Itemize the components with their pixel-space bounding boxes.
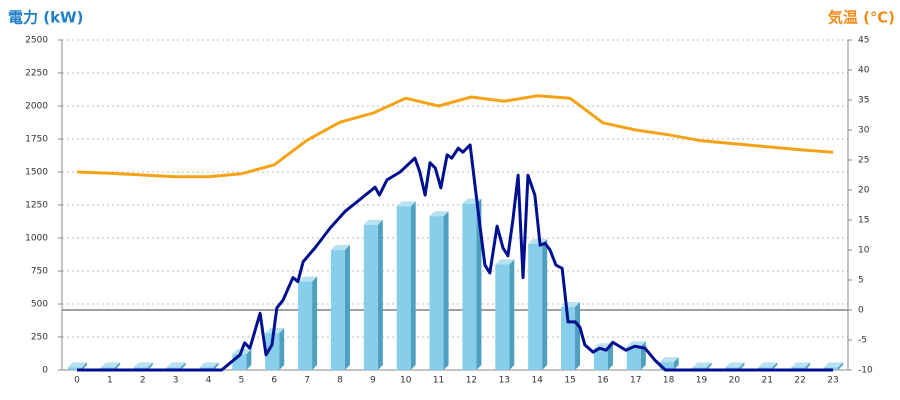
y-tick-label: 1500 xyxy=(25,168,48,178)
bar xyxy=(659,357,679,370)
y-tick-label: 500 xyxy=(31,300,48,310)
bar xyxy=(495,259,515,370)
x-tick-label: 8 xyxy=(337,376,343,386)
y-tick-label: 1250 xyxy=(25,201,48,211)
x-tick-label: 19 xyxy=(696,376,708,386)
x-tick-label: 10 xyxy=(400,376,412,386)
y2-tick-label: 35 xyxy=(858,96,869,106)
x-tick-label: 4 xyxy=(206,376,212,386)
y2-tick-label: 40 xyxy=(858,66,870,76)
y2-tick-label: 5 xyxy=(858,276,864,286)
x-tick-label: 6 xyxy=(271,376,277,386)
bar xyxy=(396,201,416,370)
y2-tick-label: -10 xyxy=(858,366,873,376)
x-tick-label: 3 xyxy=(173,376,179,386)
bar xyxy=(298,276,318,370)
y-tick-label: 2250 xyxy=(25,69,48,79)
bar xyxy=(330,244,350,370)
y-axis-title: 電力 (kW) xyxy=(8,9,83,27)
x-tick-label: 14 xyxy=(531,376,543,386)
line xyxy=(76,94,834,179)
x-tick-label: 16 xyxy=(597,376,609,386)
x-tick-label: 7 xyxy=(304,376,310,386)
bar xyxy=(593,343,613,370)
y2-tick-label: 0 xyxy=(858,306,864,316)
x-tick-label: 22 xyxy=(794,376,805,386)
bar xyxy=(528,238,548,370)
y-tick-label: 2500 xyxy=(25,36,48,46)
x-tick-label: 11 xyxy=(433,376,444,386)
x-tick-label: 17 xyxy=(630,376,641,386)
x-tick-label: 23 xyxy=(827,376,838,386)
x-tick-label: 5 xyxy=(238,376,244,386)
y-tick-label: 250 xyxy=(31,333,48,343)
x-tick-label: 13 xyxy=(499,376,510,386)
bar xyxy=(429,211,449,370)
y2-axis-title: 気温 (℃) xyxy=(828,9,895,27)
y2-tick-label: -5 xyxy=(858,336,867,346)
y2-tick-label: 20 xyxy=(858,186,870,196)
y-tick-label: 1000 xyxy=(25,234,48,244)
x-tick-label: 21 xyxy=(762,376,773,386)
y2-tick-label: 25 xyxy=(858,156,869,166)
x-tick-label: 18 xyxy=(663,376,675,386)
y2-tick-label: 30 xyxy=(858,126,870,136)
x-tick-label: 9 xyxy=(370,376,376,386)
bar xyxy=(561,302,581,370)
x-tick-label: 2 xyxy=(140,376,146,386)
x-tick-label: 20 xyxy=(729,376,741,386)
y2-tick-label: 10 xyxy=(858,246,870,256)
y-tick-label: 2000 xyxy=(25,102,48,112)
x-tick-label: 0 xyxy=(74,376,80,386)
x-tick-label: 1 xyxy=(107,376,113,386)
y-tick-label: 750 xyxy=(31,267,48,277)
bar xyxy=(363,219,383,370)
bar xyxy=(68,362,87,370)
y2-tick-label: 15 xyxy=(858,216,869,226)
x-tick-label: 15 xyxy=(564,376,575,386)
y-tick-label: 1750 xyxy=(25,135,48,145)
y2-tick-label: 45 xyxy=(858,36,869,46)
line xyxy=(77,143,833,372)
x-tick-label: 12 xyxy=(466,376,477,386)
y-tick-label: 0 xyxy=(42,366,48,376)
